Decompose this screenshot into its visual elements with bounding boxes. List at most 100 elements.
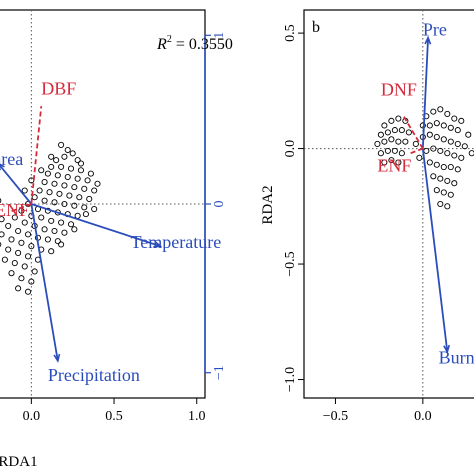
site-point xyxy=(448,139,453,144)
site-point xyxy=(78,161,83,166)
species-arrow-label: ENF xyxy=(0,200,29,220)
r-squared-annotation: R2 = 0.3550 xyxy=(156,34,233,53)
r-squared-value: = 0.3550 xyxy=(172,36,233,53)
site-point xyxy=(88,171,93,176)
x-axis-label: RDA1 xyxy=(0,454,38,470)
site-point xyxy=(54,158,59,163)
site-point xyxy=(52,228,57,233)
site-point xyxy=(16,286,21,291)
site-point xyxy=(392,127,397,132)
site-point xyxy=(22,264,27,269)
species-arrow-label: DNF xyxy=(381,79,417,99)
site-point xyxy=(431,174,436,179)
site-point xyxy=(427,160,432,165)
site-point xyxy=(42,227,47,232)
secondary-y-tick-label: −1 xyxy=(212,365,227,380)
panel-a: 0.0 0.5 1.0 1 0 −1 RDA1 Temperature Precipitatio… xyxy=(0,10,233,470)
site-point xyxy=(385,130,390,135)
site-point xyxy=(59,142,64,147)
site-point xyxy=(85,178,90,183)
site-point xyxy=(62,183,67,188)
site-point xyxy=(25,254,30,259)
site-point xyxy=(39,215,44,220)
site-point xyxy=(399,127,404,132)
x-tick-label: 0.0 xyxy=(23,409,41,424)
site-point xyxy=(459,155,464,160)
site-point xyxy=(45,237,50,242)
site-point xyxy=(438,201,443,206)
site-point xyxy=(406,130,411,135)
site-point xyxy=(62,230,67,235)
site-point xyxy=(9,271,14,276)
site-point xyxy=(434,188,439,193)
site-point xyxy=(49,164,54,169)
site-point xyxy=(378,132,383,137)
site-point xyxy=(417,155,422,160)
species-arrow-label: DBF xyxy=(41,78,76,98)
site-point xyxy=(78,168,83,173)
site-point xyxy=(427,123,432,128)
site-point xyxy=(413,141,418,146)
site-point xyxy=(55,173,60,178)
site-point xyxy=(441,164,446,169)
site-point xyxy=(57,191,62,196)
site-point xyxy=(82,186,87,191)
site-point xyxy=(42,179,47,184)
env-arrow xyxy=(423,38,428,149)
site-point xyxy=(448,125,453,130)
site-point xyxy=(19,240,24,245)
site-point xyxy=(6,223,11,228)
env-arrow xyxy=(423,149,447,352)
site-point xyxy=(441,137,446,142)
site-point xyxy=(68,222,73,227)
site-point xyxy=(75,176,80,181)
site-point xyxy=(424,148,429,153)
site-point xyxy=(83,212,88,217)
site-point xyxy=(448,192,453,197)
site-point xyxy=(70,151,75,156)
site-point xyxy=(441,190,446,195)
site-point xyxy=(59,164,64,169)
site-point xyxy=(49,154,54,159)
site-point xyxy=(95,181,100,186)
site-point xyxy=(12,260,17,265)
y-tick-label: −0.5 xyxy=(283,251,298,276)
site-point xyxy=(431,109,436,114)
site-point xyxy=(452,153,457,158)
site-point xyxy=(32,269,37,274)
panel-label: b xyxy=(312,19,320,36)
site-point xyxy=(455,141,460,146)
site-point xyxy=(438,176,443,181)
site-point xyxy=(65,174,70,179)
site-point xyxy=(438,107,443,112)
site-point xyxy=(434,134,439,139)
y-tick-label: 0.0 xyxy=(283,140,298,158)
x-tick-label: 0.0 xyxy=(414,409,432,424)
site-point xyxy=(45,171,50,176)
site-point xyxy=(469,151,474,156)
site-point xyxy=(65,147,70,152)
site-point xyxy=(455,167,460,172)
site-point xyxy=(389,118,394,123)
site-point xyxy=(37,188,42,193)
site-point xyxy=(452,181,457,186)
site-point xyxy=(445,178,450,183)
site-point xyxy=(382,123,387,128)
species-arrow xyxy=(31,106,41,204)
species-arrow-label: ENF xyxy=(377,156,411,176)
env-arrow-label: Temperature xyxy=(131,232,222,252)
env-arrow xyxy=(31,204,57,361)
panel-b: −0.50.00.50.0−0.5−1.0RDA2bPreBurntDNFENF xyxy=(260,10,474,424)
site-point xyxy=(47,190,52,195)
site-point xyxy=(389,137,394,142)
species-arrow xyxy=(411,149,423,154)
site-point xyxy=(396,116,401,121)
site-point xyxy=(427,132,432,137)
site-point xyxy=(72,185,77,190)
env-arrow xyxy=(0,164,31,204)
site-point xyxy=(49,218,54,223)
site-point xyxy=(16,228,21,233)
site-point xyxy=(382,139,387,144)
site-point xyxy=(25,232,30,237)
